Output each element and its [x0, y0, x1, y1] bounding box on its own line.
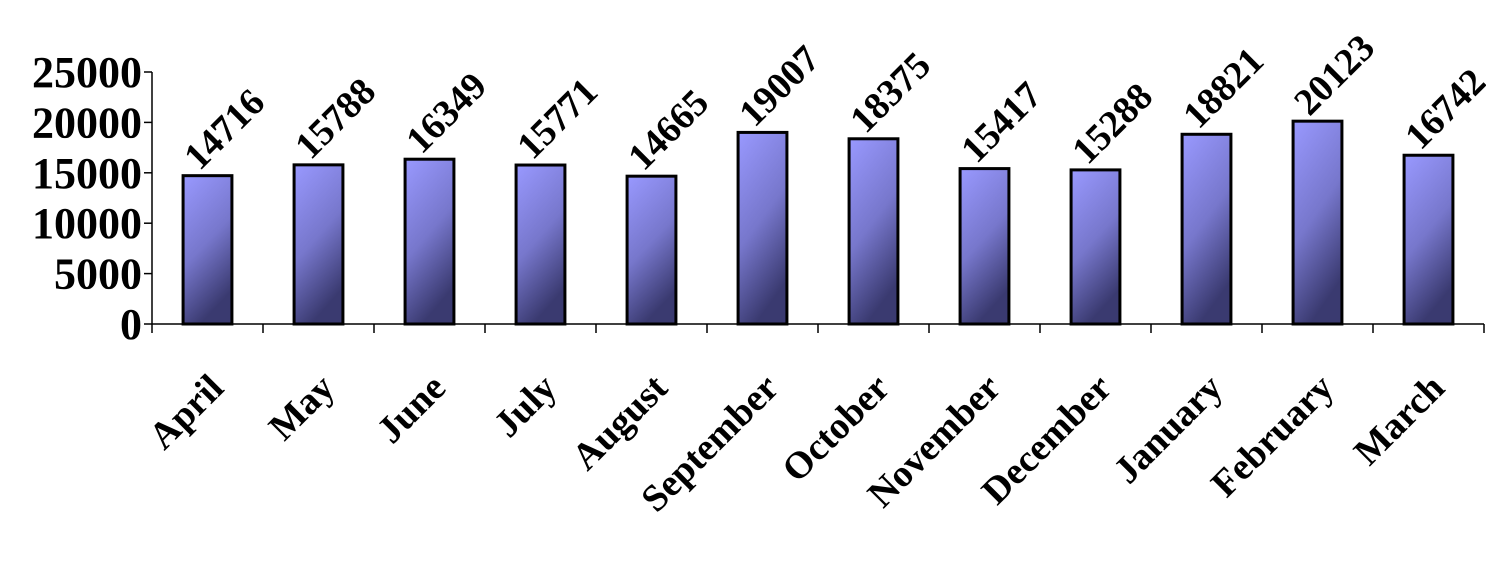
- y-tick-label: 20000: [32, 98, 142, 147]
- bar-august: [625, 174, 678, 326]
- y-tick-label: 15000: [32, 149, 142, 198]
- data-labels: 14716 15788 16349 15771 14665 19007 18375 15417…: [176, 27, 1486, 179]
- bar-february: [1291, 119, 1344, 326]
- data-label-may: 15788: [287, 70, 384, 167]
- data-label-january: 18821: [1175, 40, 1272, 137]
- data-label-october: 18375: [842, 44, 939, 141]
- data-label-august: 14665: [620, 82, 717, 179]
- data-label-february: 20123: [1286, 27, 1383, 124]
- bar-january: [1180, 132, 1233, 326]
- y-tick-label: 5000: [54, 250, 142, 299]
- data-label-december: 15288: [1064, 75, 1161, 172]
- data-label-april: 14716: [176, 81, 273, 178]
- x-tick-label-february: February: [1203, 367, 1342, 506]
- x-axis: April May June July AugustSeptemberOctoberNo…: [141, 323, 1485, 520]
- data-label-june: 16349: [398, 65, 495, 162]
- x-tick-label-july: July: [486, 367, 565, 446]
- data-label-november: 15417: [953, 74, 1050, 171]
- bar-june: [403, 157, 456, 326]
- bar-march: [1402, 153, 1455, 326]
- y-tick-label: 0: [120, 300, 142, 349]
- bars: [181, 119, 1455, 326]
- bar-october: [847, 137, 900, 326]
- data-label-march: 16742: [1397, 61, 1486, 158]
- bar-april: [181, 174, 234, 326]
- x-tick-label-june: June: [369, 367, 454, 452]
- x-tick-label-may: May: [261, 367, 343, 449]
- bar-december: [1069, 168, 1122, 326]
- data-label-july: 15771: [509, 71, 606, 168]
- x-tick-label-august: August: [564, 366, 676, 478]
- bar-july: [514, 163, 567, 326]
- x-tick-label-april: April: [141, 367, 232, 458]
- bar-september: [736, 130, 789, 326]
- bar-may: [292, 163, 345, 326]
- bar-november: [958, 167, 1011, 326]
- y-tick-label: 25000: [32, 48, 142, 97]
- x-tick-label-march: March: [1346, 367, 1453, 474]
- y-tick-label: 10000: [32, 199, 142, 248]
- data-label-september: 19007: [731, 38, 828, 135]
